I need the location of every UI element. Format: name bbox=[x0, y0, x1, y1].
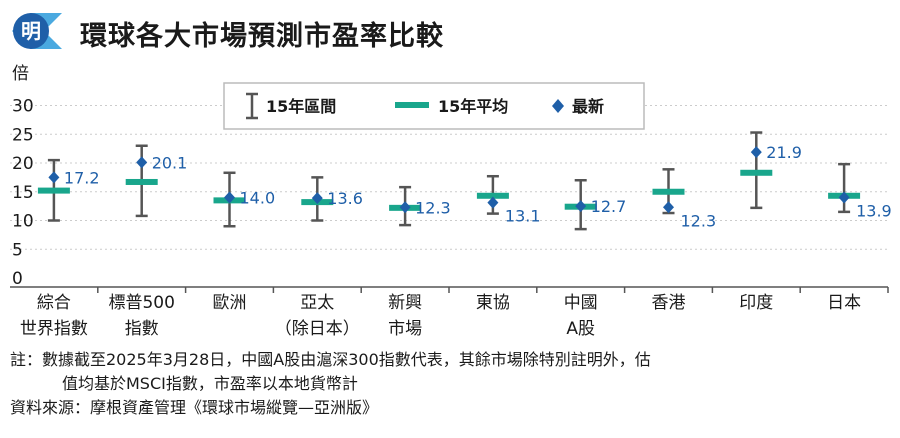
category-label-8-0: 印度 bbox=[739, 293, 773, 313]
latest-value-label: 20.1 bbox=[152, 153, 188, 172]
logo-char: 明 bbox=[21, 19, 41, 43]
category-marks-3: 13.6 bbox=[301, 176, 363, 222]
avg-bar bbox=[476, 192, 509, 199]
legend-latest-icon bbox=[552, 99, 564, 113]
category-marks-5: 13.1 bbox=[476, 174, 541, 226]
avg-bar bbox=[125, 178, 158, 185]
category-marks-7: 12.3 bbox=[652, 168, 717, 230]
y-tick-label-25: 25 bbox=[12, 125, 34, 145]
y-tick-label-15: 15 bbox=[12, 183, 34, 203]
category-marks-4: 12.3 bbox=[389, 185, 451, 227]
avg-bar bbox=[37, 187, 70, 194]
latest-point bbox=[487, 196, 499, 209]
latest-value-label: 12.3 bbox=[681, 211, 717, 230]
note-line-2: 值均基於MSCI指數，市盈率以本地貨幣計 bbox=[62, 374, 358, 393]
category-marks-1: 20.1 bbox=[125, 144, 188, 218]
latest-point bbox=[663, 201, 674, 214]
category-label-9-0: 日本 bbox=[827, 293, 861, 313]
legend-latest-label: 最新 bbox=[572, 97, 604, 116]
page-title: 環球各大市場預測市盈率比較 bbox=[80, 21, 444, 52]
category-label-3-1: （除日本） bbox=[275, 319, 360, 339]
latest-point bbox=[311, 192, 323, 205]
logo: 明 bbox=[12, 13, 62, 49]
latest-value-label: 13.6 bbox=[327, 189, 363, 208]
category-label-0-1: 世界指數 bbox=[20, 319, 88, 339]
category-marks-2: 14.0 bbox=[213, 171, 276, 228]
chart: 0 5 10 15 20 25 30 倍 15年區間 15年平均 最新 17.2 20.1 14… bbox=[10, 64, 892, 339]
y-tick-label-30: 30 bbox=[12, 97, 34, 117]
legend-range-icon bbox=[246, 92, 258, 120]
x-axis-ticks bbox=[97, 287, 889, 293]
category-label-5-0: 東協 bbox=[476, 293, 510, 313]
category-label-4-0: 新興 bbox=[388, 293, 422, 313]
avg-bar bbox=[740, 169, 773, 176]
category-label-6-0: 中國 bbox=[564, 293, 598, 313]
legend-avg-label: 15年平均 bbox=[438, 97, 508, 116]
notes: 註：數據截至2025年3月28日，中國A股由滬深300指數代表，其餘市場除特別註… bbox=[10, 348, 651, 420]
gridlines bbox=[10, 105, 888, 250]
latest-value-label: 12.3 bbox=[415, 198, 451, 217]
source-line: 資料來源：摩根資產管理《環球市場縱覽—亞洲版》 bbox=[10, 398, 379, 417]
category-label-6-1: A股 bbox=[566, 319, 595, 339]
latest-value-label: 14.0 bbox=[240, 189, 276, 208]
chart-marks: 17.2 20.1 14.0 13.6 12.3 13.1 12.7 12.3 21.9 13.9 bbox=[37, 131, 892, 231]
y-tick-label-0: 0 bbox=[12, 269, 23, 289]
latest-value-label: 17.2 bbox=[64, 168, 100, 187]
latest-point bbox=[48, 171, 60, 184]
category-label-7-0: 香港 bbox=[652, 293, 686, 313]
category-marks-9: 13.9 bbox=[828, 162, 892, 221]
category-marks-8: 21.9 bbox=[740, 131, 802, 210]
avg-bar bbox=[652, 188, 685, 195]
latest-point bbox=[399, 201, 411, 214]
latest-point bbox=[136, 156, 148, 169]
category-label-1-0: 標普500 bbox=[108, 293, 174, 313]
latest-point bbox=[750, 146, 762, 159]
latest-point bbox=[575, 200, 587, 213]
y-tick-label-20: 20 bbox=[12, 154, 34, 174]
y-axis-ticks: 0 5 10 15 20 25 30 bbox=[12, 97, 34, 290]
latest-value-label: 13.1 bbox=[505, 207, 541, 226]
category-label-0-0: 綜合 bbox=[37, 293, 71, 313]
category-marks-6: 12.7 bbox=[564, 179, 627, 231]
category-label-2-0: 歐洲 bbox=[213, 293, 247, 313]
legend: 15年區間 15年平均 最新 bbox=[223, 82, 645, 130]
category-marks-0: 17.2 bbox=[37, 158, 100, 222]
latest-value-label: 21.9 bbox=[766, 143, 802, 162]
category-label-1-1: 指數 bbox=[125, 319, 159, 339]
category-label-4-1: 市場 bbox=[388, 319, 422, 339]
y-tick-label-5: 5 bbox=[12, 240, 23, 260]
legend-range-label: 15年區間 bbox=[266, 97, 336, 116]
latest-point bbox=[838, 191, 850, 204]
latest-value-label: 13.9 bbox=[856, 202, 892, 221]
y-axis-unit-label: 倍 bbox=[12, 64, 29, 84]
category-label-3-0: 亞太 bbox=[300, 293, 334, 313]
latest-value-label: 12.7 bbox=[591, 197, 627, 216]
legend-avg-icon bbox=[395, 102, 429, 108]
latest-point bbox=[224, 191, 235, 204]
note-line-1: 註：數據截至2025年3月28日，中國A股由滬深300指數代表，其餘市場除特別註… bbox=[10, 350, 651, 369]
logo-circle bbox=[13, 13, 49, 49]
legend-box bbox=[223, 82, 645, 130]
y-tick-label-10: 10 bbox=[12, 212, 34, 232]
